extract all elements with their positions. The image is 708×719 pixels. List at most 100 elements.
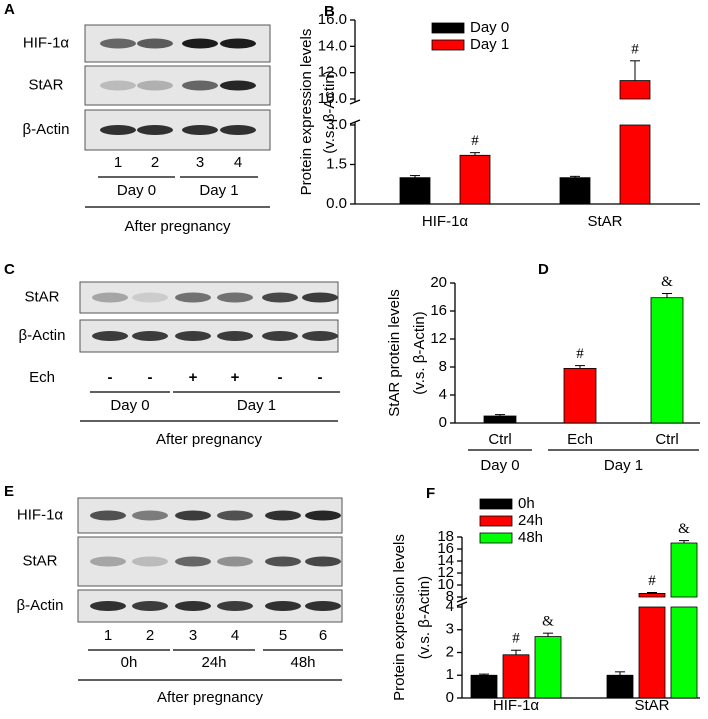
footer-label: After pregnancy	[156, 431, 262, 448]
legend-swatch	[431, 39, 465, 51]
blot-band	[100, 125, 136, 135]
legend-swatch	[479, 532, 513, 544]
bar	[563, 367, 597, 424]
blot-band	[132, 601, 168, 611]
y-tick-label: 16.0	[318, 11, 347, 28]
blot-band	[132, 556, 168, 567]
group-label: Day 0	[480, 457, 519, 474]
blot-band	[305, 601, 341, 611]
group-label: 0h	[121, 654, 138, 671]
lane-label: 6	[319, 627, 327, 644]
significance-mark: &	[678, 521, 690, 537]
lane-label: 4	[231, 627, 239, 644]
y-axis-label: StAR protein levels	[386, 289, 403, 417]
blot-band	[90, 556, 126, 567]
blot-band	[100, 38, 136, 49]
lane-label: 2	[151, 154, 159, 171]
footer-label: After pregnancy	[157, 689, 263, 706]
bar	[470, 674, 498, 699]
blot-row-label: β-Actin	[19, 327, 66, 344]
legend-swatch	[431, 22, 465, 34]
treatment-sign: -	[148, 369, 153, 386]
significance-mark: #	[512, 631, 520, 647]
blot-band	[175, 331, 211, 341]
blot-band	[302, 331, 338, 341]
y-tick-label: 0	[446, 689, 454, 706]
lane-label: 2	[146, 627, 154, 644]
blot-band	[92, 292, 128, 303]
panel-letter: D	[538, 261, 549, 278]
axis-break	[456, 601, 468, 607]
blot-band	[305, 556, 341, 567]
treatment-label: Ech	[29, 369, 55, 386]
panel-letter: A	[4, 1, 15, 18]
x-tick-label: Ctrl	[488, 431, 511, 448]
y-tick-label: 16	[430, 302, 447, 319]
blot-band	[262, 292, 298, 303]
x-tick-label: HIF-1α	[493, 697, 540, 714]
bar	[650, 297, 684, 424]
significance-mark: #	[471, 133, 479, 149]
blot-band	[265, 556, 301, 567]
group-label: 48h	[290, 654, 315, 671]
bar	[502, 654, 530, 699]
blot-band	[132, 292, 168, 303]
y-tick-label: 8	[446, 588, 454, 605]
y-axis-label: Protein expression levels	[391, 534, 408, 701]
bar	[459, 154, 491, 205]
group-label: Day 1	[237, 397, 276, 414]
x-tick-label: HIF-1α	[422, 213, 469, 230]
blot-row-label: β-Actin	[23, 121, 70, 138]
blot-band	[220, 38, 256, 49]
lane-label: 1	[114, 154, 122, 171]
axis-break	[456, 597, 468, 603]
treatment-sign: +	[189, 369, 198, 386]
legend-swatch	[479, 515, 513, 527]
blot-band	[175, 510, 211, 521]
legend-swatch	[479, 498, 513, 510]
bar	[534, 636, 562, 699]
group-label: Day 1	[199, 182, 238, 199]
blot-band	[302, 292, 338, 303]
x-tick-label: StAR	[587, 213, 622, 230]
x-tick-label: Ech	[567, 431, 593, 448]
bar	[638, 593, 666, 598]
blot-band	[137, 38, 173, 49]
y-tick-label: 10	[437, 576, 454, 593]
bar	[619, 124, 651, 205]
blot-band	[262, 331, 298, 341]
blot-band	[132, 331, 168, 341]
blot-band	[265, 510, 301, 521]
blot-band	[217, 292, 253, 303]
y-tick-label: 8	[439, 358, 447, 375]
blot-band	[137, 80, 173, 91]
blot-row-label: β-Actin	[17, 597, 64, 614]
group-label: Day 0	[110, 397, 149, 414]
y-tick-label: 16	[437, 540, 454, 557]
blot-band	[90, 601, 126, 611]
x-tick-label: StAR	[634, 697, 669, 714]
treatment-sign: -	[318, 369, 323, 386]
significance-mark: &	[661, 274, 673, 290]
blot-band	[182, 80, 218, 91]
blot-band	[305, 510, 341, 521]
y-tick-label: 3	[446, 621, 454, 638]
blot-row-label: StAR	[28, 76, 63, 93]
blot-band	[132, 510, 168, 521]
legend-label: 24h	[518, 512, 543, 529]
blot-band	[90, 510, 126, 521]
y-tick-label: 1	[446, 666, 454, 683]
blot-band	[175, 601, 211, 611]
bar	[559, 177, 591, 205]
y-tick-label: 0	[439, 414, 447, 431]
axis-break	[349, 99, 361, 105]
significance-mark: #	[648, 573, 656, 589]
bar	[399, 177, 431, 205]
panel-letter: C	[4, 261, 15, 278]
lane-label: 5	[279, 627, 287, 644]
y-tick-label: 12.0	[318, 64, 347, 81]
y-tick-label: 14.0	[318, 37, 347, 54]
significance-mark: #	[631, 41, 639, 57]
panel-letter: E	[4, 483, 14, 500]
